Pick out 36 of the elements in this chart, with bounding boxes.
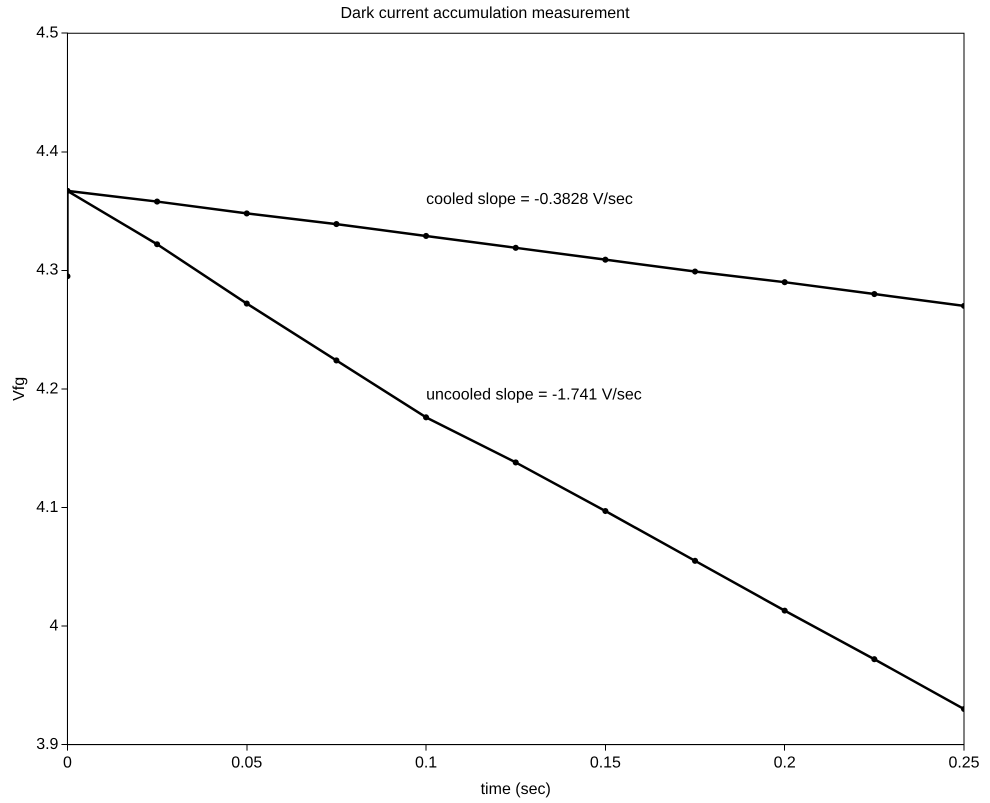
x-tick-label: 0 (62, 754, 72, 772)
point (154, 241, 160, 248)
point (782, 279, 788, 286)
point (154, 198, 160, 205)
x-tick-label: 0.05 (231, 754, 262, 772)
point (423, 414, 430, 420)
point (512, 244, 519, 251)
point (244, 300, 250, 307)
annotation: cooled slope = -0.3828 V/sec (426, 190, 633, 208)
y-axis-title: Vfg (11, 376, 28, 401)
point (333, 221, 340, 228)
y-tick-label: 4.5 (36, 24, 59, 42)
x-tick-label: 0.15 (590, 754, 622, 772)
y-tick-label: 4.1 (36, 498, 59, 516)
point (602, 508, 608, 514)
point (692, 268, 698, 275)
chart-title: Dark current accumulation measurement (340, 5, 630, 22)
annotation: uncooled slope = -1.741 V/sec (426, 386, 642, 404)
point (692, 558, 698, 564)
y-tick-label: 3.9 (36, 736, 59, 754)
x-axis-title: time (sec) (480, 780, 551, 798)
y-tick-label: 4 (50, 617, 59, 634)
point (333, 357, 340, 364)
point (512, 459, 519, 466)
point (244, 210, 250, 216)
point (782, 608, 788, 614)
x-tick-label: 0.25 (948, 754, 980, 772)
point (602, 256, 608, 263)
x-tick-label: 0.1 (414, 754, 438, 772)
point (871, 656, 878, 662)
point (871, 290, 878, 298)
point (423, 232, 430, 239)
y-tick-label: 4.2 (36, 380, 59, 398)
x-tick-label: 0.2 (774, 754, 796, 772)
y-tick-label: 4.4 (36, 143, 59, 160)
y-tick-label: 4.3 (36, 262, 59, 279)
